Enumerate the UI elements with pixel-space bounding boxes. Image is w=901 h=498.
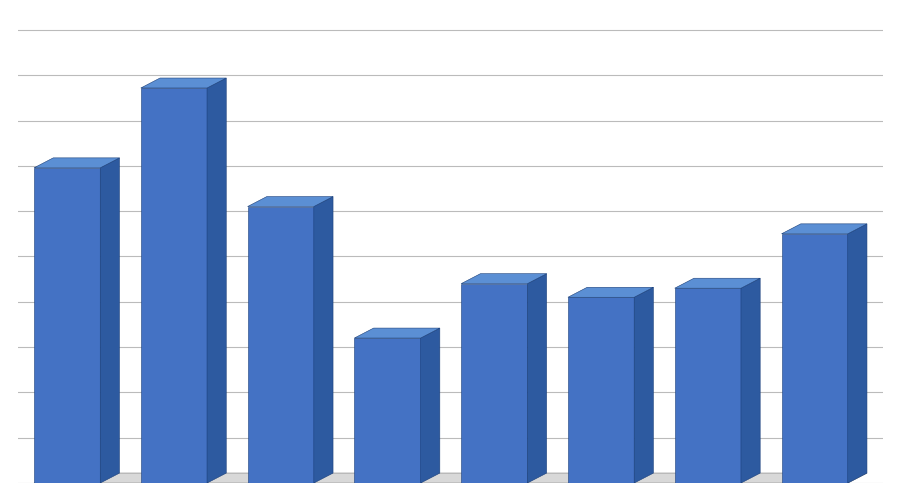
Polygon shape bbox=[421, 328, 440, 483]
Polygon shape bbox=[207, 78, 226, 483]
Polygon shape bbox=[354, 328, 440, 338]
Polygon shape bbox=[248, 197, 333, 207]
Polygon shape bbox=[848, 224, 867, 483]
Polygon shape bbox=[675, 278, 760, 288]
Polygon shape bbox=[34, 158, 120, 168]
Polygon shape bbox=[248, 207, 314, 483]
Polygon shape bbox=[781, 234, 848, 483]
Polygon shape bbox=[781, 224, 867, 234]
Polygon shape bbox=[741, 278, 760, 483]
Polygon shape bbox=[675, 288, 741, 483]
Polygon shape bbox=[461, 274, 547, 284]
Polygon shape bbox=[634, 287, 653, 483]
Polygon shape bbox=[141, 88, 207, 483]
Polygon shape bbox=[141, 78, 226, 88]
Polygon shape bbox=[568, 287, 653, 297]
Polygon shape bbox=[527, 274, 547, 483]
Polygon shape bbox=[568, 297, 634, 483]
Polygon shape bbox=[354, 338, 421, 483]
Polygon shape bbox=[314, 197, 333, 483]
Polygon shape bbox=[461, 284, 527, 483]
Polygon shape bbox=[34, 168, 100, 483]
Polygon shape bbox=[100, 158, 120, 483]
Polygon shape bbox=[34, 473, 867, 483]
